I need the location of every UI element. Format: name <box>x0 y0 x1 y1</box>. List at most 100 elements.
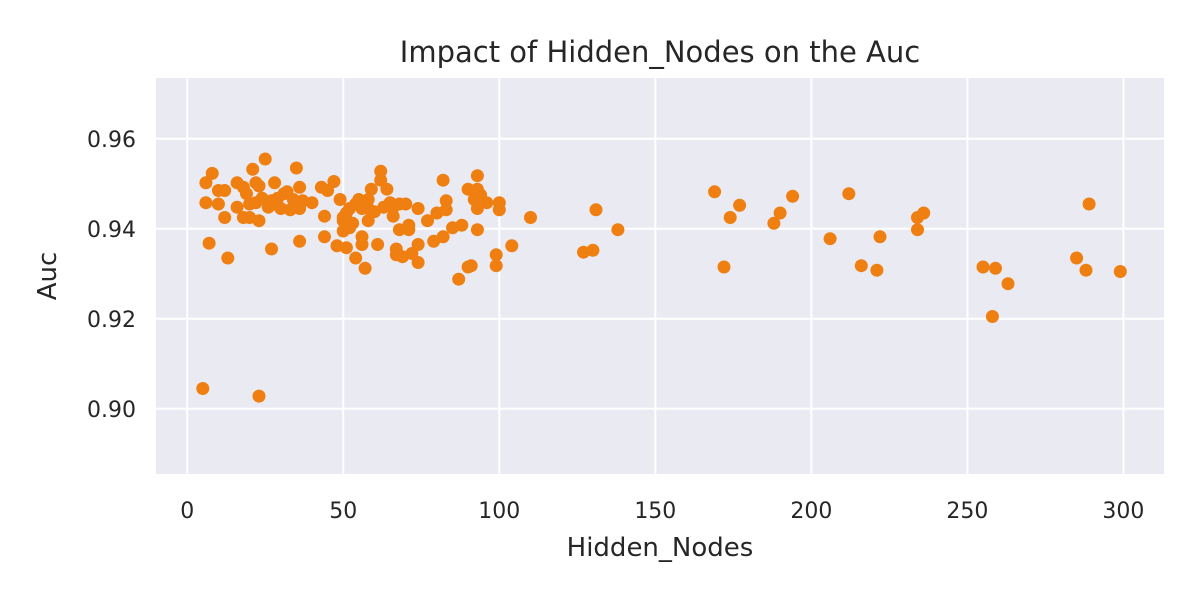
y-tick-label: 0.96 <box>87 128 136 153</box>
data-point <box>265 242 278 256</box>
data-point <box>221 251 235 265</box>
data-point <box>252 214 266 228</box>
x-tick-label: 250 <box>946 499 988 524</box>
data-point <box>767 216 781 230</box>
data-point <box>461 182 475 196</box>
x-tick-labels: 0 50 100 150 200 250 300 <box>180 499 1144 524</box>
data-point <box>364 182 378 196</box>
data-point <box>1001 277 1015 291</box>
data-point <box>480 196 494 210</box>
data-point <box>252 389 266 403</box>
data-point <box>202 236 216 250</box>
data-point <box>205 166 219 180</box>
data-point <box>411 256 425 269</box>
y-tick-label: 0.92 <box>87 308 136 333</box>
data-point <box>349 251 363 265</box>
data-point <box>854 259 868 273</box>
data-point <box>371 238 385 251</box>
data-point <box>773 206 787 220</box>
y-axis-label: Auc <box>33 252 63 301</box>
data-point <box>455 218 469 232</box>
data-point <box>786 189 800 203</box>
x-tick-label: 100 <box>478 499 520 524</box>
data-point <box>717 260 731 274</box>
data-point <box>611 223 625 237</box>
data-point <box>218 211 232 224</box>
data-point <box>911 223 924 237</box>
data-point <box>327 175 341 188</box>
data-point <box>402 223 416 237</box>
data-point <box>268 176 282 190</box>
data-point <box>218 184 232 197</box>
x-tick-label: 50 <box>329 499 357 524</box>
data-point <box>489 259 503 273</box>
data-point <box>1113 265 1127 278</box>
data-point <box>439 194 453 208</box>
data-point <box>293 180 307 194</box>
data-point <box>470 202 484 215</box>
data-point <box>358 261 372 275</box>
data-point <box>258 152 272 166</box>
plot-background <box>156 78 1164 474</box>
data-point <box>240 187 253 201</box>
chart-title: Impact of Hidden_Nodes on the Auc <box>400 35 920 69</box>
data-point <box>505 239 519 253</box>
data-point <box>985 310 999 323</box>
data-point <box>439 203 453 217</box>
y-tick-labels: 0.90 0.92 0.94 0.96 <box>87 128 136 423</box>
data-point <box>1070 251 1084 265</box>
data-point <box>976 260 990 274</box>
data-point <box>199 176 213 190</box>
data-point <box>199 196 213 210</box>
data-point <box>230 200 244 214</box>
data-point <box>723 211 737 224</box>
data-point <box>524 211 537 224</box>
data-point <box>873 230 887 244</box>
data-point <box>305 196 319 210</box>
x-axis-label: Hidden_Nodes <box>567 533 754 563</box>
data-point <box>346 216 360 230</box>
data-point <box>470 223 484 237</box>
data-point <box>318 230 331 244</box>
data-point <box>321 184 335 197</box>
data-point <box>246 162 260 176</box>
data-point <box>421 214 434 228</box>
data-point <box>917 206 931 220</box>
data-point <box>436 230 450 244</box>
data-point <box>411 202 425 215</box>
data-point <box>1082 197 1096 211</box>
data-point <box>333 193 347 206</box>
data-point <box>1079 263 1093 277</box>
data-point <box>492 203 506 217</box>
data-point <box>411 238 425 251</box>
data-point <box>708 185 722 199</box>
data-point <box>489 248 503 262</box>
data-point <box>374 164 388 178</box>
data-point <box>386 209 400 223</box>
y-tick-label: 0.90 <box>87 398 136 423</box>
x-tick-label: 200 <box>790 499 832 524</box>
data-point <box>989 261 1002 275</box>
y-tick-label: 0.94 <box>87 218 136 243</box>
data-point <box>293 234 307 248</box>
data-point <box>823 232 837 246</box>
data-point <box>361 214 375 228</box>
data-point <box>870 263 884 277</box>
data-point <box>470 169 484 183</box>
data-point <box>252 179 266 193</box>
x-tick-label: 150 <box>634 499 676 524</box>
data-point <box>380 182 394 196</box>
data-point <box>355 238 369 251</box>
x-tick-label: 300 <box>1102 499 1144 524</box>
data-point <box>361 193 375 206</box>
data-point <box>289 161 303 175</box>
data-point <box>339 241 353 255</box>
data-point <box>436 173 450 187</box>
data-point <box>586 243 600 257</box>
data-point <box>399 197 413 211</box>
data-points <box>196 152 1127 403</box>
data-point <box>842 187 856 201</box>
data-point <box>464 259 478 273</box>
data-point <box>452 272 466 286</box>
